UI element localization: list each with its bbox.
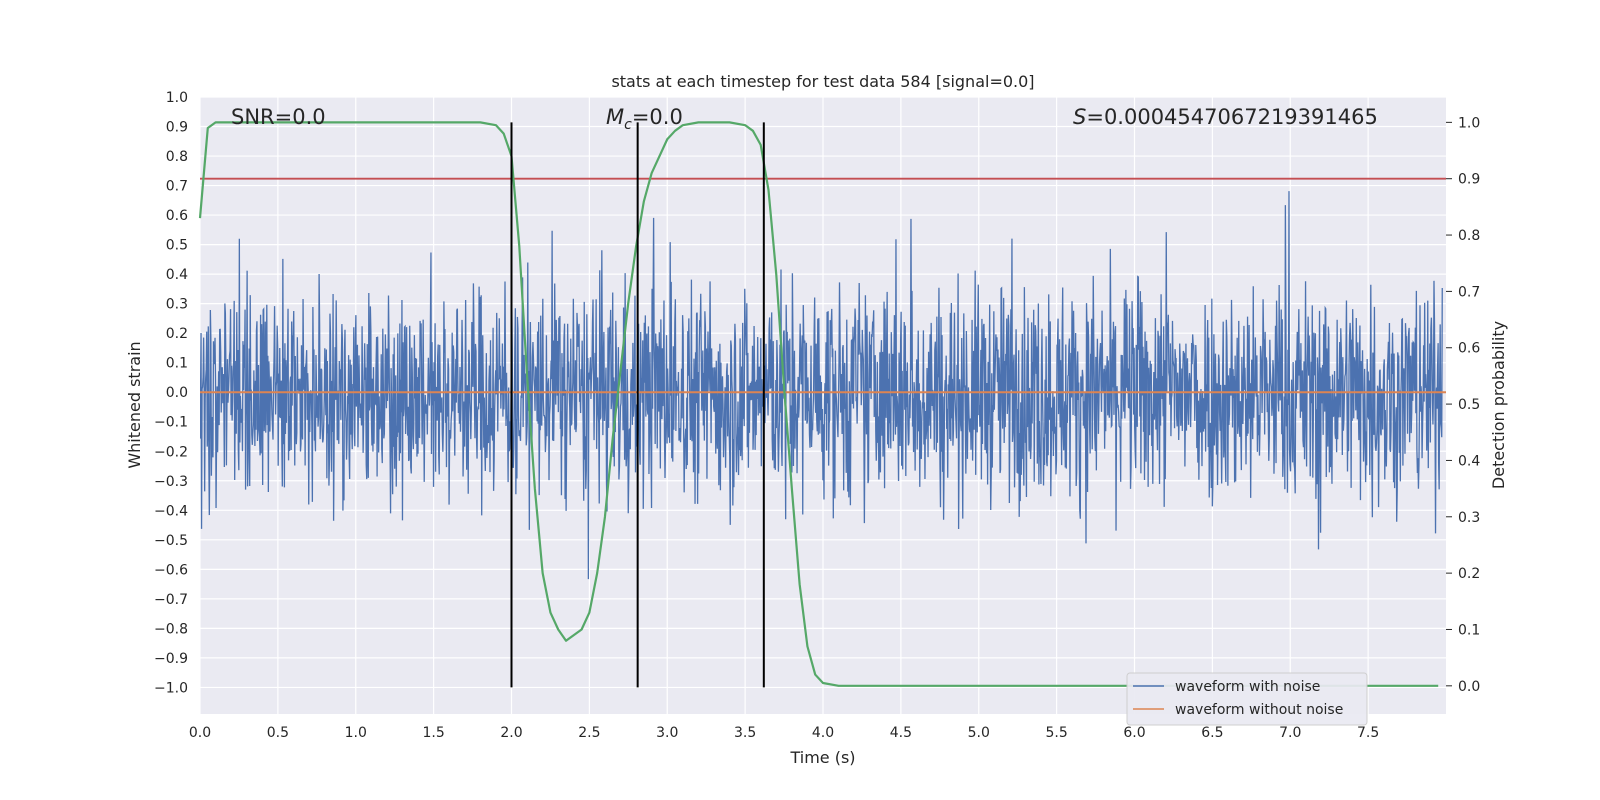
y2-tick-label: 0.8: [1458, 228, 1480, 244]
x-tick-label: 6.0: [1123, 725, 1145, 741]
y-tick-label: 0.0: [166, 385, 188, 401]
y2-tick-label: 1.0: [1458, 115, 1480, 131]
bottom-axis: 0.0 0.5 1.0 1.5 2.0 2.5 3.0 3.5 4.0 4.5 5.0 5.5 6.0 6…: [189, 725, 1379, 741]
y-tick-label: 0.6: [166, 208, 188, 224]
y-tick-label: 0.9: [166, 120, 188, 136]
y2-tick-label: 0.7: [1458, 284, 1480, 300]
x-tick-label: 4.5: [890, 725, 912, 741]
legend-box: [1126, 672, 1368, 726]
x-tick-label: 7.0: [1279, 725, 1301, 741]
y2-tick-label: 0.1: [1458, 622, 1480, 638]
y2-tick-label: 0.2: [1458, 566, 1480, 582]
x-tick-label: 1.5: [422, 725, 444, 741]
y2-tick-label: 0.6: [1458, 341, 1480, 357]
y-tick-label: 0.8: [166, 149, 188, 165]
legend-label-clean: waveform without noise: [1175, 702, 1343, 718]
y-tick-label: 0.5: [166, 238, 188, 254]
y-tick-label: −0.3: [154, 474, 188, 490]
x-axis-label: Time (s): [789, 748, 855, 767]
y-tick-label: 0.4: [166, 267, 188, 283]
snr-annotation: SNR=0.0: [231, 105, 326, 129]
x-tick-label: 4.0: [812, 725, 834, 741]
legend: waveform with noise waveform without noi…: [1126, 672, 1368, 726]
chart-title: stats at each timestep for test data 584…: [611, 72, 1034, 91]
x-tick-label: 7.5: [1357, 725, 1379, 741]
left-axis: 1.0 0.9 0.8 0.7 0.6 0.5 0.4 0.3 0.2 0.1 0.0 −0.1 −0.…: [154, 90, 188, 696]
y-tick-label: −0.9: [154, 651, 188, 667]
y-tick-label: −0.5: [154, 533, 188, 549]
y2-tick-label: 0.0: [1458, 679, 1480, 695]
s-statistic-annotation: S=0.0004547067219391465: [1073, 105, 1378, 129]
y-tick-label: 0.1: [166, 356, 188, 372]
x-tick-label: 3.5: [734, 725, 756, 741]
y-axis-label: Whitened strain: [125, 341, 144, 468]
x-tick-label: 1.0: [345, 725, 367, 741]
y-tick-label: −1.0: [154, 680, 188, 696]
x-tick-label: 2.0: [500, 725, 522, 741]
y-tick-label: −0.2: [154, 444, 188, 460]
x-tick-label: 3.0: [656, 725, 678, 741]
y-tick-label: −0.1: [154, 415, 188, 431]
y-tick-label: −0.6: [154, 562, 188, 578]
x-tick-label: 6.5: [1201, 725, 1223, 741]
x-tick-label: 5.5: [1045, 725, 1067, 741]
waveform-with-noise-line: [200, 191, 1443, 580]
y-tick-label: −0.7: [154, 592, 188, 608]
y2-tick-label: 0.4: [1458, 453, 1480, 469]
y2-tick-label: 0.5: [1458, 397, 1480, 413]
legend-label-noise: waveform with noise: [1175, 679, 1320, 695]
y-tick-label: −0.4: [154, 503, 188, 519]
y-tick-label: 1.0: [166, 90, 188, 106]
x-tick-label: 0.5: [267, 725, 289, 741]
line-series: [198, 121, 1446, 688]
y2-tick-label: 0.9: [1458, 172, 1480, 188]
y2-tick-label: 0.3: [1458, 510, 1480, 526]
y-tick-label: 0.7: [166, 179, 188, 195]
y-tick-label: 0.2: [166, 326, 188, 342]
x-tick-label: 0.0: [189, 725, 211, 741]
x-tick-label: 2.5: [578, 725, 600, 741]
x-tick-label: 5.0: [968, 725, 990, 741]
y2-axis-label: Detection probability: [1489, 321, 1508, 489]
detection-probability-line: [198, 121, 1439, 687]
y-tick-label: −0.8: [154, 621, 188, 637]
noise-series: [200, 191, 1443, 580]
chirp-mass-annotation: Mc=0.0: [606, 105, 683, 133]
y-tick-label: 0.3: [166, 297, 188, 313]
right-axis: 1.0 0.9 0.8 0.7 0.6 0.5 0.4 0.3 0.2 0.1 0.0: [1446, 115, 1480, 695]
